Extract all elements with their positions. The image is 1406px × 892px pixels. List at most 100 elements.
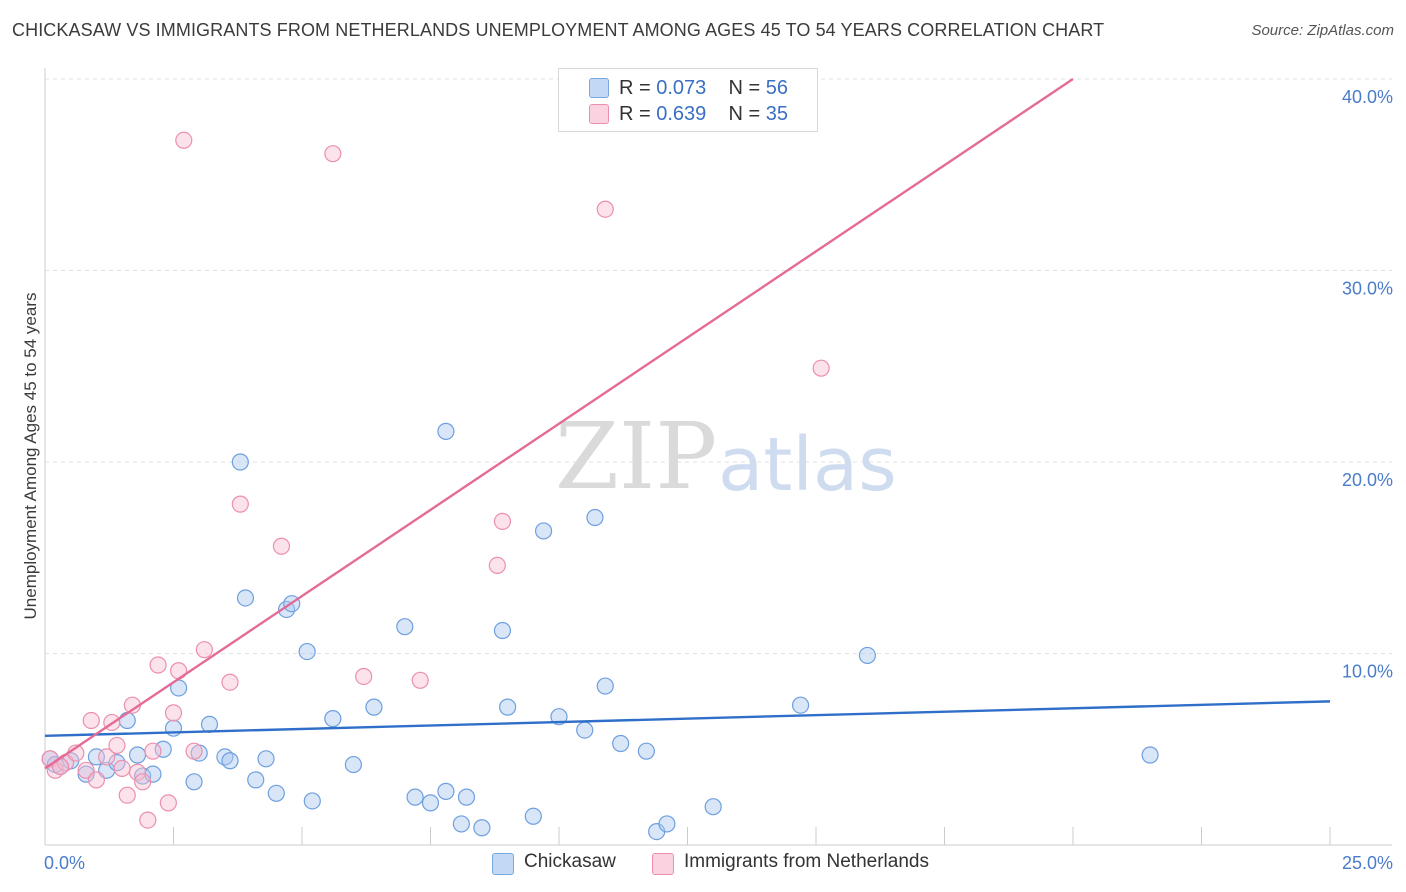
chickasaw-point <box>365 698 383 716</box>
netherlands-point <box>139 811 157 829</box>
y-tick-label: 20.0% <box>1342 470 1393 490</box>
netherlands-point <box>488 556 506 575</box>
y-tick-label: 40.0% <box>1342 87 1393 107</box>
data-points <box>41 131 1159 841</box>
chickasaw-point <box>77 765 95 783</box>
chickasaw-point <box>658 815 676 833</box>
chickasaw-point <box>437 422 455 440</box>
x-tick-label: 25.0% <box>1342 853 1393 873</box>
chickasaw-point <box>421 794 440 812</box>
watermark-atlas: atlas <box>718 422 897 508</box>
chickasaw-point <box>344 755 362 774</box>
x-tick-label: 0.0% <box>44 853 85 873</box>
legend-r-label: R = <box>619 77 651 99</box>
chickasaw-point <box>118 711 136 730</box>
chart-title: CHICKASAW VS IMMIGRANTS FROM NETHERLANDS… <box>12 20 1105 40</box>
watermark: ZIP atlas <box>555 403 897 510</box>
chickasaw-point <box>324 710 342 728</box>
chickasaw-point <box>267 784 285 802</box>
netherlands-point <box>195 641 213 659</box>
bottom-legend-swatch-chickasaw <box>492 853 514 875</box>
chickasaw-point <box>437 782 455 800</box>
netherlands-point <box>596 200 614 218</box>
chickasaw-point <box>128 746 147 764</box>
netherlands-point <box>118 786 136 804</box>
correlation-legend: R = 0.073 N = 56 R = 0.639 N = 35 <box>558 68 818 132</box>
bottom-legend-label-netherlands: Immigrants from Netherlands <box>684 851 929 872</box>
netherlands-point <box>272 537 291 555</box>
netherlands-point <box>113 759 131 778</box>
legend-n-label: N = <box>728 103 761 125</box>
netherlands-point <box>164 704 183 722</box>
chickasaw-point <box>236 589 255 607</box>
chickasaw-point <box>257 750 275 768</box>
trend-lines <box>44 78 1331 770</box>
netherlands-point <box>149 656 167 674</box>
legend-n-label: N = <box>728 77 761 99</box>
chickasaw-point <box>221 752 239 770</box>
chickasaw-point <box>576 721 594 739</box>
netherlands-point <box>82 711 100 730</box>
chickasaw-point <box>1141 746 1159 764</box>
netherlands-point <box>108 736 126 755</box>
chickasaw-trend-line <box>44 700 1331 738</box>
chickasaw-point <box>200 715 219 733</box>
chickasaw-point <box>534 522 553 540</box>
netherlands-point <box>98 748 116 766</box>
y-tick-labels: 10.0% 20.0% 30.0% 40.0% <box>1342 87 1393 682</box>
netherlands-point <box>221 673 239 691</box>
chickasaw-point <box>596 677 614 695</box>
netherlands-point <box>87 771 106 789</box>
chickasaw-point <box>457 788 476 806</box>
chickasaw-point <box>524 807 542 825</box>
netherlands-point <box>493 512 512 530</box>
y-axis-label: Unemployment Among Ages 45 to 54 years <box>21 293 40 620</box>
legend-swatch-chickasaw <box>589 78 609 98</box>
chickasaw-point <box>586 508 604 527</box>
netherlands-point <box>128 763 147 781</box>
legend-r-netherlands: 0.639 <box>656 103 707 125</box>
chickasaw-point <box>493 621 512 640</box>
netherlands-point <box>324 145 342 163</box>
chickasaw-point <box>452 815 470 833</box>
chickasaw-point <box>164 719 183 737</box>
chickasaw-point <box>185 773 203 791</box>
chickasaw-point <box>406 788 424 806</box>
x-tick-labels: 0.0% 25.0% <box>44 853 1393 873</box>
netherlands-point <box>134 773 152 791</box>
legend-n-netherlands: 35 <box>765 103 789 125</box>
netherlands-point <box>144 742 162 760</box>
netherlands-point <box>175 131 193 149</box>
chickasaw-point <box>791 696 810 714</box>
chickasaw-point <box>704 798 722 816</box>
netherlands-point <box>185 742 203 760</box>
chickasaw-point <box>612 734 630 753</box>
chickasaw-point <box>499 698 517 716</box>
netherlands-point <box>159 794 177 812</box>
netherlands-point <box>411 671 429 689</box>
grid-lines <box>45 78 1392 654</box>
chickasaw-point <box>298 642 316 661</box>
legend-r-label: R = <box>619 103 651 125</box>
chickasaw-point <box>550 708 568 726</box>
chickasaw-point <box>247 771 265 789</box>
chickasaw-point <box>473 819 491 837</box>
legend-n-chickasaw: 56 <box>765 77 789 99</box>
chickasaw-point <box>231 453 249 471</box>
y-tick-label: 10.0% <box>1342 662 1393 682</box>
legend-swatch-netherlands <box>589 104 609 124</box>
chickasaw-point <box>396 618 414 636</box>
chickasaw-point <box>637 742 655 760</box>
source-label: Source: ZipAtlas.com <box>1251 22 1394 39</box>
y-tick-label: 30.0% <box>1342 279 1393 299</box>
legend-r-chickasaw: 0.073 <box>656 77 707 99</box>
chickasaw-point <box>154 740 172 758</box>
netherlands-point <box>231 495 249 513</box>
netherlands-point <box>812 359 830 377</box>
netherlands-point <box>355 667 373 686</box>
bottom-legend-swatch-netherlands <box>652 853 674 875</box>
chickasaw-point <box>303 792 321 810</box>
watermark-zip: ZIP <box>555 403 717 510</box>
bottom-legend-label-chickasaw: Chickasaw <box>524 851 616 872</box>
